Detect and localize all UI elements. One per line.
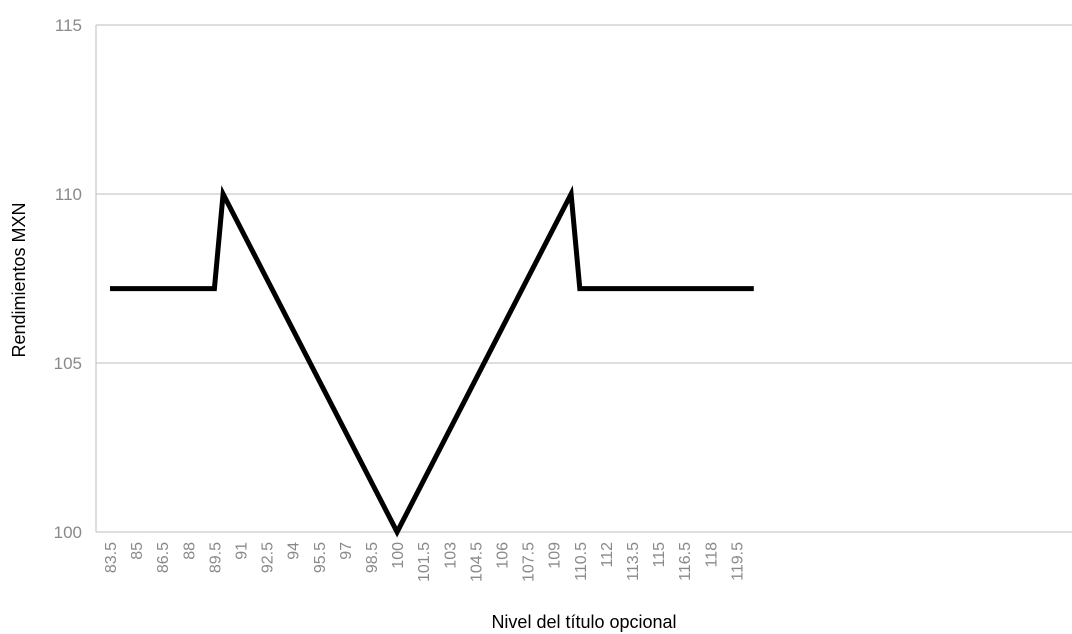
x-tick-label: 86.5 (155, 542, 172, 573)
x-tick-label: 89.5 (207, 542, 224, 573)
x-tick-label: 110.5 (573, 542, 590, 581)
y-tick-label: 110 (55, 185, 82, 204)
x-axis-ticks: 83.5 85 86.5 88 89.5 91 92.5 94 95.5 97 98.5 100 101… (103, 542, 746, 582)
series-group (110, 185, 754, 538)
x-tick-label: 116.5 (677, 542, 694, 581)
y-tick-label: 100 (54, 523, 82, 542)
x-tick-label: 91 (234, 542, 251, 560)
x-tick-label: 98.5 (364, 542, 381, 573)
x-tick-label: 83.5 (103, 542, 120, 573)
x-tick-label: 107.5 (521, 542, 538, 582)
y-axis-ticks: 100 105 110 115 (54, 16, 82, 542)
x-tick-label: 88 (181, 542, 198, 560)
y-tick-label: 105 (54, 354, 82, 373)
x-tick-label: 100 (390, 542, 407, 569)
x-tick-label: 112 (599, 542, 616, 568)
x-tick-label: 85 (129, 542, 146, 560)
x-tick-label: 109 (547, 542, 564, 569)
x-tick-label: 94 (286, 542, 303, 560)
x-tick-label: 104.5 (468, 542, 485, 582)
x-tick-label: 113.5 (625, 542, 642, 581)
gridlines (95, 24, 1072, 533)
x-tick-label: 95.5 (312, 542, 329, 573)
x-tick-label: 115 (651, 542, 668, 568)
y-axis-title: Rendimientos MXN (9, 202, 29, 357)
x-tick-label: 103 (442, 542, 459, 569)
series-line (110, 185, 754, 538)
x-tick-label: 119.5 (729, 542, 746, 581)
x-tick-label: 92.5 (260, 542, 277, 573)
x-axis-title: Nivel del título opcional (491, 612, 676, 632)
x-tick-label: 106 (495, 542, 512, 569)
x-tick-label: 101.5 (416, 542, 433, 582)
x-tick-label: 118 (703, 542, 720, 568)
y-tick-label: 115 (55, 16, 82, 35)
x-tick-label: 97 (338, 542, 355, 560)
